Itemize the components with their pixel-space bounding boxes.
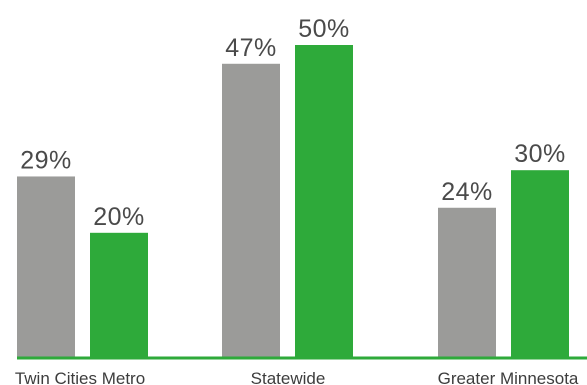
data-label-green-1: 50% [298,15,350,43]
data-label-gray-0: 29% [20,146,72,174]
bar-gray-2 [438,207,496,358]
bar-gray-0 [17,176,75,358]
bar-green-0 [90,232,148,358]
bars-layer [17,45,569,358]
category-label-1: Statewide [251,369,326,385]
bar-green-2 [511,170,569,358]
data-label-gray-2: 24% [441,178,493,206]
labels-layer: 29% 20% 47% 50% 24% 30% [20,15,566,231]
bar-green-1 [295,45,353,358]
bar-gray-1 [222,63,280,358]
data-label-green-0: 20% [93,203,145,231]
category-labels: Twin Cities Metro Statewide Greater Minnes… [15,369,579,385]
data-label-gray-1: 47% [225,34,277,62]
data-label-green-2: 30% [514,140,566,168]
category-label-0: Twin Cities Metro [15,369,145,385]
category-label-2: Greater Minnesota [438,369,579,385]
